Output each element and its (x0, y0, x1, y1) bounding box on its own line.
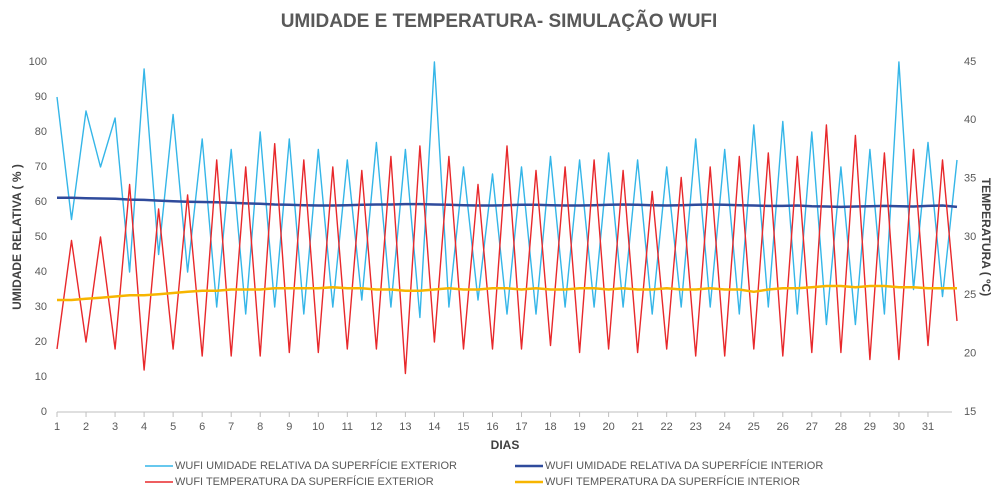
x-tick-label: 16 (486, 421, 498, 433)
x-tick-label: 28 (835, 421, 847, 433)
y-tick-label: 60 (35, 196, 47, 208)
x-tick-label: 4 (141, 421, 147, 433)
y2-tick-label: 30 (964, 231, 976, 243)
x-tick-label: 2 (83, 421, 89, 433)
series-line (57, 284, 957, 302)
y-axis-title: UMIDADE RELATIVA ( % ) (10, 164, 24, 310)
x-tick-label: 25 (748, 421, 760, 433)
x-tick-label: 5 (170, 421, 176, 433)
y-tick-label: 40 (35, 266, 47, 278)
x-tick-label: 11 (342, 421, 353, 433)
y2-tick-label: 40 (964, 114, 976, 126)
y-tick-label: 90 (35, 91, 47, 103)
y-tick-label: 100 (29, 56, 47, 68)
x-tick-label: 13 (399, 421, 411, 433)
y2-tick-label: 25 (964, 289, 976, 301)
x-tick-label: 15 (457, 421, 469, 433)
series-line (56, 61, 958, 326)
y2-tick-label: 20 (964, 348, 976, 360)
legend-label: WUFI UMIDADE RELATIVA DA SUPERFÍCIE INTE… (545, 459, 823, 472)
x-tick-label: 24 (719, 421, 731, 433)
y-tick-label: 0 (41, 406, 47, 418)
y2-tick-label: 35 (964, 173, 976, 185)
x-tick-label: 20 (602, 421, 614, 433)
series-line (57, 196, 958, 209)
x-tick-label: 10 (312, 421, 324, 433)
y-tick-label: 80 (35, 126, 47, 138)
x-tick-label: 21 (632, 421, 644, 433)
series-line (56, 124, 958, 375)
x-tick-label: 12 (370, 421, 382, 433)
x-tick-label: 27 (806, 421, 818, 433)
y-tick-label: 70 (35, 161, 47, 173)
x-tick-label: 17 (515, 421, 527, 433)
x-tick-label: 26 (777, 421, 789, 433)
y-tick-label: 20 (35, 336, 47, 348)
x-tick-label: 14 (428, 421, 440, 433)
x-tick-label: 6 (199, 421, 205, 433)
legend-label: WUFI UMIDADE RELATIVA DA SUPERFÍCIE EXTE… (175, 459, 457, 472)
legend-label: WUFI TEMPERATURA DA SUPERFÍCIE EXTERIOR (175, 475, 434, 488)
y2-tick-label: 45 (964, 56, 976, 68)
y-tick-label: 30 (35, 301, 47, 313)
x-tick-label: 9 (286, 421, 292, 433)
y2-axis-title: TEMPERATURA ( ºC) (979, 178, 993, 296)
y2-tick-label: 15 (964, 406, 976, 418)
y-tick-label: 50 (35, 231, 47, 243)
x-tick-label: 23 (690, 421, 702, 433)
chart-title: UMIDADE E TEMPERATURA- SIMULAÇÃO WUFI (281, 10, 718, 32)
x-tick-label: 8 (257, 421, 263, 433)
x-tick-label: 1 (54, 421, 60, 433)
x-tick-label: 18 (544, 421, 556, 433)
legend-label: WUFI TEMPERATURA DA SUPERFÍCIE INTERIOR (545, 475, 800, 488)
x-tick-label: 7 (228, 421, 234, 433)
x-tick-label: 30 (893, 421, 905, 433)
x-tick-label: 3 (112, 421, 118, 433)
y-tick-label: 10 (35, 371, 47, 383)
x-tick-label: 22 (661, 421, 673, 433)
x-tick-label: 31 (922, 421, 934, 433)
x-tick-label: 19 (573, 421, 585, 433)
x-tick-label: 29 (864, 421, 876, 433)
x-axis-title: DIAS (491, 438, 520, 452)
